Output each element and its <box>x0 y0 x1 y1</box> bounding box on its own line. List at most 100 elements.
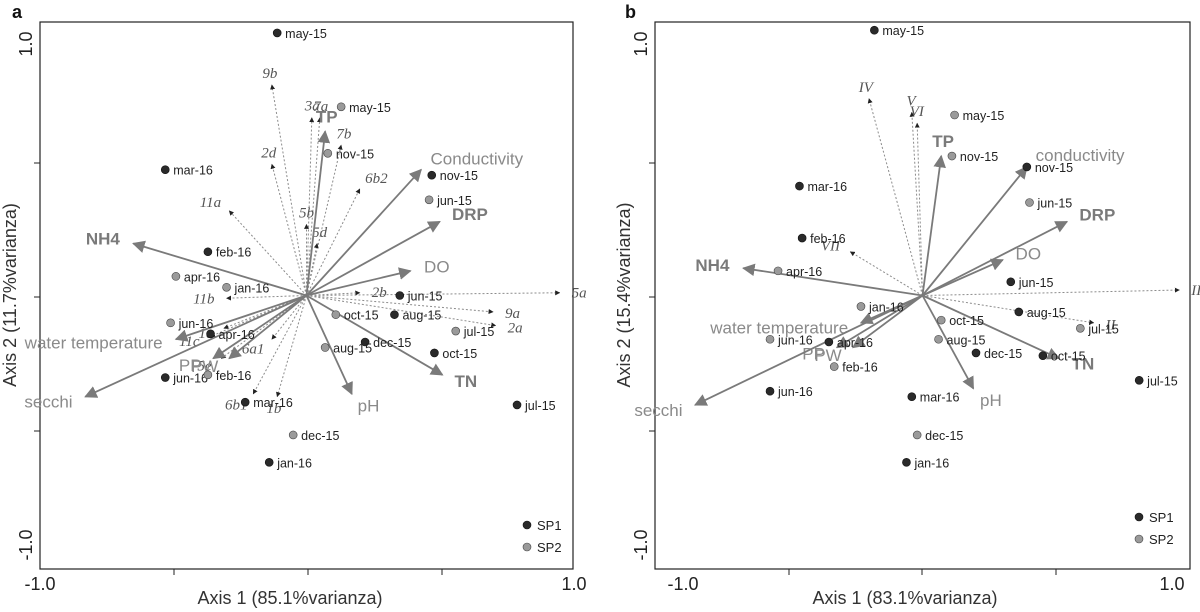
sample-point-label-jul-15: jul-15 <box>1146 374 1178 388</box>
sample-point-label-nov-15: nov-15 <box>960 150 998 164</box>
sample-point-label-oct-15: oct-15 <box>344 309 379 323</box>
env-vector-do <box>306 267 412 297</box>
x-axis-label-b: Axis 1 (83.1%varianza) <box>812 588 997 608</box>
sample-point-label-apr-16: apr-16 <box>786 265 822 279</box>
legend-label-sp2: SP2 <box>537 540 562 555</box>
sample-point-sp1-jun-16 <box>765 386 775 396</box>
sample-point-sp2-jun-15 <box>1025 198 1034 207</box>
sample-point-label-jun-15: jun-15 <box>1037 197 1073 211</box>
sample-point-sp1-apr-16 <box>206 329 215 339</box>
x-axis-label-a: Axis 1 (85.1%varianza) <box>197 588 382 608</box>
env-vector-label-tn: TN <box>455 372 478 391</box>
env-vector-label-pw: PW <box>191 357 218 376</box>
env-vector-label-nh4: NH4 <box>86 230 121 249</box>
sample-point-label-dec-15: dec-15 <box>301 429 339 443</box>
env-vector-label-pw: PW <box>814 346 841 365</box>
x-tick-label-max: 1.0 <box>1159 574 1184 594</box>
legend-label-sp2: SP2 <box>1149 532 1174 547</box>
sample-point-label-aug-15: aug-15 <box>333 341 372 355</box>
sample-point-sp1-aug-15 <box>1014 307 1024 317</box>
sample-point-sp1-aug-15 <box>390 310 399 319</box>
sample-point-sp2-jan-16 <box>856 302 866 311</box>
env-vector-label-secchi: secchi <box>24 393 72 412</box>
x-tick-label-max: 1.0 <box>561 574 586 594</box>
env-vector-ph <box>921 295 975 390</box>
x-tick-label-min: -1.0 <box>667 574 698 594</box>
species-vector-label-2b: 2b <box>372 285 388 301</box>
species-vector-label-5e: 5e <box>197 359 212 375</box>
sample-point-sp2-feb-16 <box>203 370 213 380</box>
sample-point-label-mar-16: mar-16 <box>173 164 213 178</box>
sample-point-label-may-15: may-15 <box>285 27 327 41</box>
axis-ticks-a <box>34 162 443 575</box>
sample-point-sp2-oct-15 <box>331 310 341 319</box>
species-vector-v <box>909 111 923 296</box>
sample-point-label-jun-15: jun-15 <box>1018 276 1054 290</box>
sample-point-sp1-jun-15 <box>1006 277 1016 287</box>
sample-point-label-nov-15: nov-15 <box>1035 161 1073 175</box>
env-vector-label-conductivity: Conductivity <box>431 149 524 168</box>
species-vector-label-vii: VII <box>821 239 841 255</box>
species-vector-label-2d: 2d <box>261 146 277 162</box>
species-vector-vii <box>849 251 923 296</box>
species-vector-label-7b: 7b <box>336 126 352 142</box>
sample-point-sp1-dec-15 <box>971 348 981 358</box>
species-vector-11b <box>226 295 307 301</box>
sample-point-sp1-oct-15 <box>1038 351 1048 360</box>
sample-point-sp2-aug-15 <box>320 343 330 352</box>
sample-point-sp1-may-15 <box>272 28 282 38</box>
legend-marker-sp2 <box>522 542 532 552</box>
env-vector-pw <box>228 294 308 360</box>
sample-points-b: may-15 may-15 nov-15 nov-15 jun-15 mar-16 feb-… <box>765 24 1178 470</box>
species-vector-label-vi: VI <box>910 104 925 120</box>
sample-point-sp2-apr-16 <box>773 266 783 276</box>
panel-b: b -1.0 1.0 1.0 -1.0 Axis 1 (83.1%varianz… <box>614 2 1200 608</box>
sample-point-label-oct-15: oct-15 <box>949 314 984 328</box>
sample-point-label-jun-15: jun-15 <box>436 194 472 208</box>
sample-point-label-nov-15: nov-15 <box>336 147 374 161</box>
sample-point-label-feb-16: feb-16 <box>842 361 877 375</box>
env-vector-drp <box>922 220 1069 297</box>
species-vector-label-iv: IV <box>858 80 875 96</box>
panel-label-a: a <box>12 2 23 22</box>
sample-point-label-mar-16: mar-16 <box>920 391 960 405</box>
sample-point-sp1-jul-15 <box>512 400 522 410</box>
sample-point-sp2-jun-16 <box>166 318 175 328</box>
sample-point-label-jan-16: jan-16 <box>276 456 312 470</box>
env-vector-drp <box>306 220 441 297</box>
sample-point-label-jul-15: jul-15 <box>1087 322 1119 336</box>
env-vector-tn <box>306 294 444 376</box>
env-vector-label-conductivity: conductivity <box>1036 146 1125 165</box>
env-vector-secchi <box>693 294 923 406</box>
sample-point-label-mar-16: mar-16 <box>253 396 293 410</box>
env-vector-label-drp: DRP <box>452 205 488 224</box>
species-vector-6b2 <box>306 188 361 296</box>
sample-point-sp2-jun-15 <box>424 195 434 205</box>
species-vector-label-v: V <box>907 93 918 109</box>
env-vector-tp <box>921 154 946 296</box>
species-vector-label-11b: 11b <box>193 292 215 308</box>
sample-point-label-feb-16: feb-16 <box>216 246 251 260</box>
y-tick-label-min: -1.0 <box>631 529 651 560</box>
sample-point-label-jul-15: jul-15 <box>463 325 495 339</box>
env-vector-ph <box>305 295 353 396</box>
sample-point-label-aug-15: aug-15 <box>1027 306 1066 320</box>
sample-point-sp1-jun-15 <box>395 291 405 300</box>
env-vector-label-secchi: secchi <box>634 401 682 420</box>
env-vector-label-pp: PP <box>179 356 202 375</box>
species-vector-label-3a: 3a <box>304 99 320 115</box>
env-vector-label-tn: TN <box>1072 354 1095 373</box>
sample-point-sp2-nov-15 <box>323 148 333 158</box>
species-vector-iv <box>867 98 923 296</box>
species-vector-iii <box>922 287 1180 296</box>
axis-ticks-b <box>649 162 1057 575</box>
env-vector-nh4 <box>742 263 923 297</box>
species-vector-label-9a: 9a <box>505 306 520 322</box>
sample-point-sp1-mar-16 <box>160 165 170 174</box>
sample-point-sp2-may-15 <box>950 110 959 120</box>
species-vector-ii <box>922 295 1095 325</box>
species-vector-vi <box>914 122 923 296</box>
sample-point-label-apr-16: apr-16 <box>184 270 220 284</box>
sample-point-sp1-jan-16 <box>902 458 911 467</box>
sample-point-sp1-mar-16 <box>795 181 804 191</box>
